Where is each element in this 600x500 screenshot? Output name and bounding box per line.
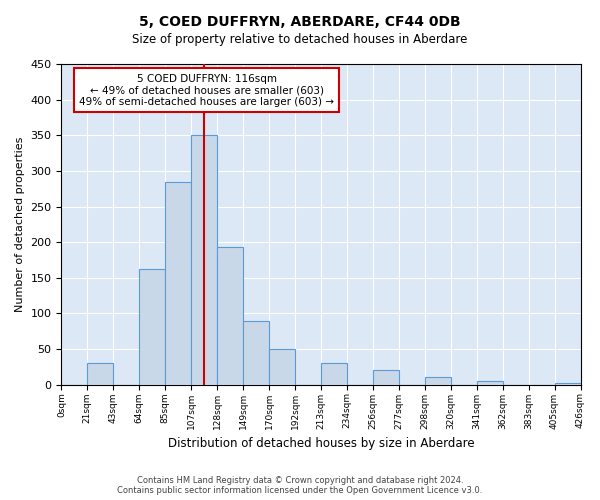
- Bar: [191, 136, 217, 384]
- Bar: [217, 247, 243, 384]
- Text: 5 COED DUFFRYN: 116sqm
← 49% of detached houses are smaller (603)
49% of semi-de: 5 COED DUFFRYN: 116sqm ← 49% of detached…: [79, 74, 334, 107]
- Bar: [425, 377, 451, 384]
- Bar: [321, 364, 347, 384]
- Bar: [139, 268, 165, 384]
- Bar: [476, 381, 503, 384]
- Bar: [88, 364, 113, 384]
- Text: Contains HM Land Registry data © Crown copyright and database right 2024.
Contai: Contains HM Land Registry data © Crown c…: [118, 476, 482, 495]
- Y-axis label: Number of detached properties: Number of detached properties: [15, 136, 25, 312]
- Bar: [165, 182, 191, 384]
- Bar: [269, 349, 295, 384]
- Text: Size of property relative to detached houses in Aberdare: Size of property relative to detached ho…: [133, 32, 467, 46]
- Bar: [243, 320, 269, 384]
- Bar: [373, 370, 399, 384]
- Text: 5, COED DUFFRYN, ABERDARE, CF44 0DB: 5, COED DUFFRYN, ABERDARE, CF44 0DB: [139, 15, 461, 29]
- Bar: [554, 382, 581, 384]
- X-axis label: Distribution of detached houses by size in Aberdare: Distribution of detached houses by size …: [167, 437, 474, 450]
